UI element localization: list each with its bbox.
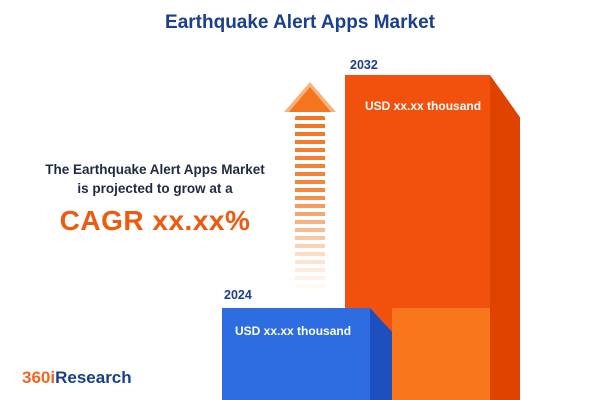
description-line2: is projected to grow at a — [77, 181, 233, 196]
description-block: The Earthquake Alert Apps Market is proj… — [16, 160, 294, 236]
growth-arrow-icon — [282, 82, 338, 288]
arrow-fade-overlay — [295, 116, 325, 288]
bar-2024: USD xx.xx thousand — [222, 308, 370, 400]
bar-2032-side-face — [490, 75, 520, 400]
description-line1: The Earthquake Alert Apps Market — [45, 162, 265, 177]
page-title: Earthquake Alert Apps Market — [165, 12, 435, 33]
bar-2024-side-face — [370, 308, 392, 400]
bar-2032-year-label: 2032 — [350, 58, 378, 72]
bar-2032: USD xx.xx thousand — [345, 75, 490, 400]
bar-2032-value-label: USD xx.xx thousand — [365, 99, 482, 113]
bar-2024-value-label: USD xx.xx thousand — [235, 324, 352, 338]
bar-2032-highlight — [392, 308, 490, 400]
arrow-head — [289, 87, 331, 112]
logo-suffix: Research — [55, 368, 132, 387]
logo-prefix: 360i — [22, 368, 56, 387]
cagr-text: CAGR xx.xx% — [59, 205, 251, 236]
logo: 360iResearch — [22, 368, 132, 388]
bar-2024-year-label: 2024 — [224, 288, 252, 302]
